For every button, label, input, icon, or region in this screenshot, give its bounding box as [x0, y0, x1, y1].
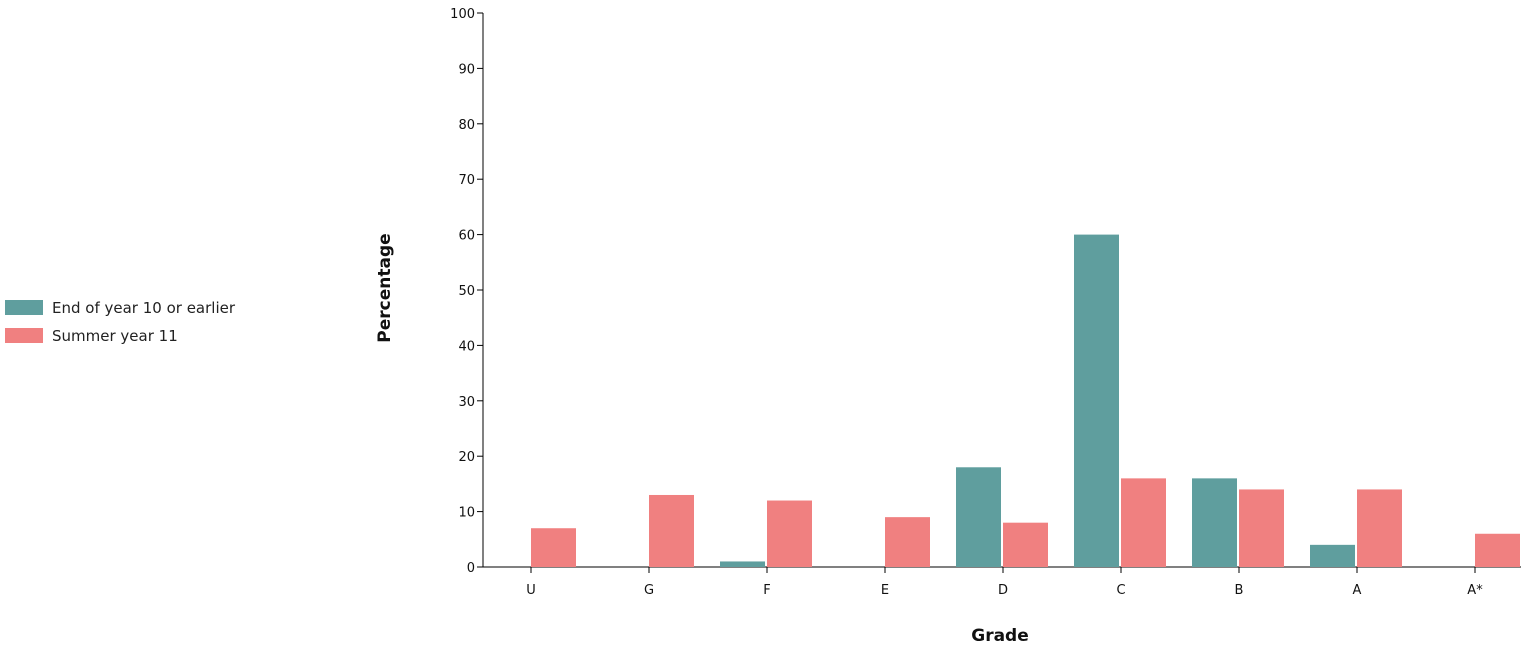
y-tick-label: 60	[458, 229, 475, 244]
y-axis-title: Percentage	[375, 233, 395, 342]
y-tick-label: 80	[458, 118, 475, 133]
x-tick-label: C	[1116, 583, 1125, 598]
x-tick-label: U	[526, 583, 536, 598]
x-axis: U G F E D C B A A*	[483, 566, 1521, 598]
x-tick-label: G	[644, 583, 654, 598]
y-tick-label: 0	[467, 561, 475, 576]
y-tick-label: 20	[458, 450, 475, 465]
legend-swatch	[5, 300, 43, 315]
y-tick-label: 30	[458, 395, 475, 410]
x-tick-label: B	[1235, 583, 1244, 598]
bar-summer-year-11-e	[885, 517, 930, 567]
bar-summer-year-11-g	[649, 494, 694, 567]
x-tick-label: E	[881, 583, 889, 598]
y-axis: 0 10 20 30 40 50 60 70 80 90 100	[450, 7, 484, 576]
legend-label: End of year 10 or earlier	[52, 299, 236, 317]
x-tick-label: D	[998, 583, 1008, 598]
bar-end-of-year-10-c	[1074, 234, 1119, 567]
bar-summer-year-11-d	[1003, 522, 1048, 567]
bars	[531, 234, 1520, 567]
bar-summer-year-11-u	[531, 528, 576, 567]
y-tick-label: 70	[458, 173, 475, 188]
bar-summer-year-11-astar	[1475, 533, 1520, 567]
x-tick-label: F	[763, 583, 770, 598]
y-tick-label: 90	[458, 62, 475, 77]
bar-end-of-year-10-a	[1310, 544, 1355, 567]
bar-summer-year-11-c	[1121, 478, 1166, 567]
bar-summer-year-11-b	[1239, 489, 1284, 567]
x-tick-label: A	[1353, 583, 1362, 598]
bar-end-of-year-10-f	[720, 561, 765, 567]
bar-end-of-year-10-b	[1192, 478, 1237, 567]
legend: End of year 10 or earlier Summer year 11	[5, 299, 236, 345]
bar-end-of-year-10-d	[956, 467, 1001, 567]
x-tick-label: A*	[1467, 583, 1483, 598]
x-axis-title: Grade	[971, 626, 1029, 646]
bar-summer-year-11-a	[1357, 489, 1402, 567]
y-tick-label: 50	[458, 284, 475, 299]
bar-summer-year-11-f	[767, 500, 812, 567]
y-tick-label: 10	[458, 506, 475, 521]
y-tick-label: 40	[458, 339, 475, 354]
y-tick-label: 100	[450, 7, 475, 22]
legend-label: Summer year 11	[52, 327, 178, 345]
legend-swatch	[5, 328, 43, 343]
